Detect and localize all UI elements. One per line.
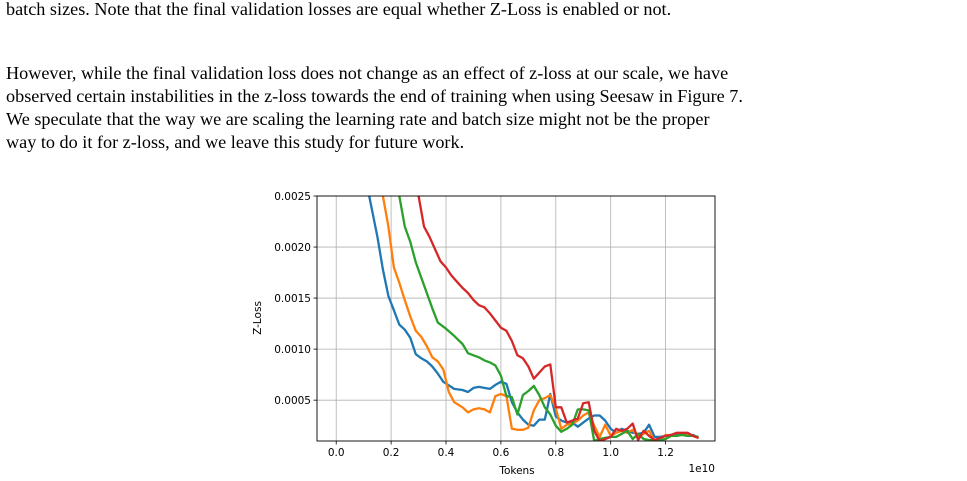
paragraph-line: way to do it for z-loss, and we leave th… [6,132,465,152]
paragraph-intro: batch sizes. Note that the final validat… [6,0,672,19]
x-tick-label: 1.2 [657,447,674,459]
x-axis-label: Tokens [498,465,534,477]
paragraph-line: We speculate that the way we are scaling… [6,109,710,129]
paragraph-line: observed certain instabilities in the z-… [6,86,743,106]
x-axis-ticks: 0.0 0.2 0.4 0.6 0.8 1.0 1.2 [328,441,674,459]
x-tick-label: 0.4 [438,447,455,459]
y-axis-ticks: 0.0005 0.0010 0.0015 0.0020 0.0025 [274,191,317,407]
y-tick-label: 0.0005 [274,395,311,407]
y-tick-label: 0.0015 [274,293,311,305]
y-tick-label: 0.0020 [274,242,311,254]
series-lines [368,196,700,441]
series-line-1 [368,196,700,439]
z-loss-chart: 0.0 0.2 0.4 0.6 0.8 1.0 1.2 0.0005 0.0010 0.0015… [252,191,716,477]
series-line-3 [398,196,699,441]
paragraph-line: However, while the final validation loss… [6,63,729,83]
y-axis-label: Z-Loss [252,301,264,335]
x-tick-label: 0.2 [383,447,400,459]
y-tick-label: 0.0010 [274,344,311,356]
x-tick-label: 1.0 [602,447,619,459]
plot-frame [316,195,716,442]
paragraph-z-loss-discussion: However, while the final validation loss… [6,62,961,154]
grid-lines [317,195,715,441]
x-tick-label: 0.8 [547,447,564,459]
y-tick-label: 0.0025 [274,191,311,203]
x-tick-label: 0.0 [328,447,345,459]
x-tick-label: 0.6 [493,447,510,459]
series-line-4 [417,196,699,441]
x-axis-offset-label: 1e10 [688,463,715,475]
